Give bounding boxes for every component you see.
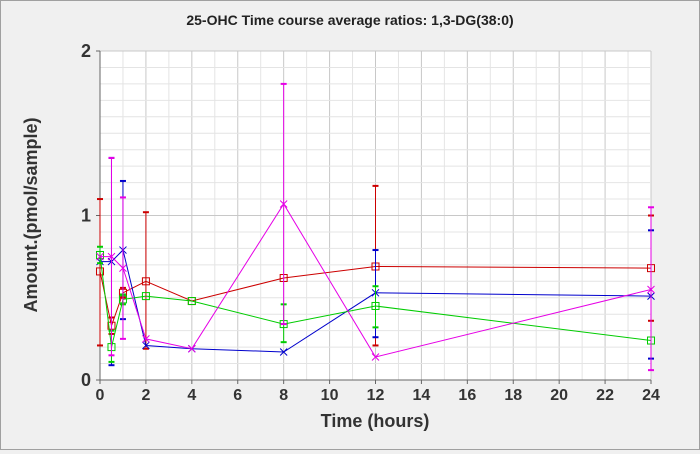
data-point-green [371, 301, 380, 310]
y-tick-label: 0 [81, 370, 91, 390]
data-point-green [96, 250, 104, 259]
x-tick-label: 12 [367, 387, 385, 404]
series-line-green [99, 254, 652, 348]
y-tick-label: 1 [81, 206, 91, 226]
y-axis-label: Amount.(pmol/sample) [21, 117, 41, 312]
x-tick-label: 14 [413, 387, 431, 404]
data-point-red [96, 267, 104, 276]
chart-title: 25-OHC Time course average ratios: 1,3-D… [186, 12, 513, 28]
data-point-red [141, 277, 150, 286]
y-tick-label: 2 [81, 41, 91, 61]
series-magenta [96, 82, 655, 372]
data-point-magenta [279, 200, 288, 208]
x-tick-label: 8 [279, 387, 288, 404]
x-tick-label: 24 [642, 387, 660, 404]
x-tick-label: 16 [458, 387, 476, 404]
x-tick-label: 18 [504, 387, 522, 404]
data-point-magenta [371, 353, 380, 361]
data-point-blue [142, 341, 150, 350]
x-tick-label: 2 [141, 387, 150, 404]
x-tick-label: 6 [233, 387, 242, 404]
data-point-magenta [647, 285, 655, 294]
x-tick-label: 0 [96, 387, 105, 404]
x-tick-label: 22 [596, 387, 614, 404]
series-line-red [99, 265, 652, 328]
x-axis-label: Time (hours) [321, 411, 430, 431]
x-tick-label: 4 [187, 387, 196, 404]
data-point-magenta [96, 252, 104, 261]
data-point-green [141, 292, 150, 301]
data-point-magenta [142, 335, 150, 343]
data-point-green [187, 297, 196, 306]
data-point-magenta [107, 252, 116, 261]
data-point-magenta [119, 264, 127, 272]
data-point-blue [279, 348, 288, 356]
series-green [96, 245, 655, 363]
x-tick-label: 20 [550, 387, 568, 404]
data-point-magenta [187, 344, 196, 353]
x-tick-label: 10 [321, 387, 339, 404]
